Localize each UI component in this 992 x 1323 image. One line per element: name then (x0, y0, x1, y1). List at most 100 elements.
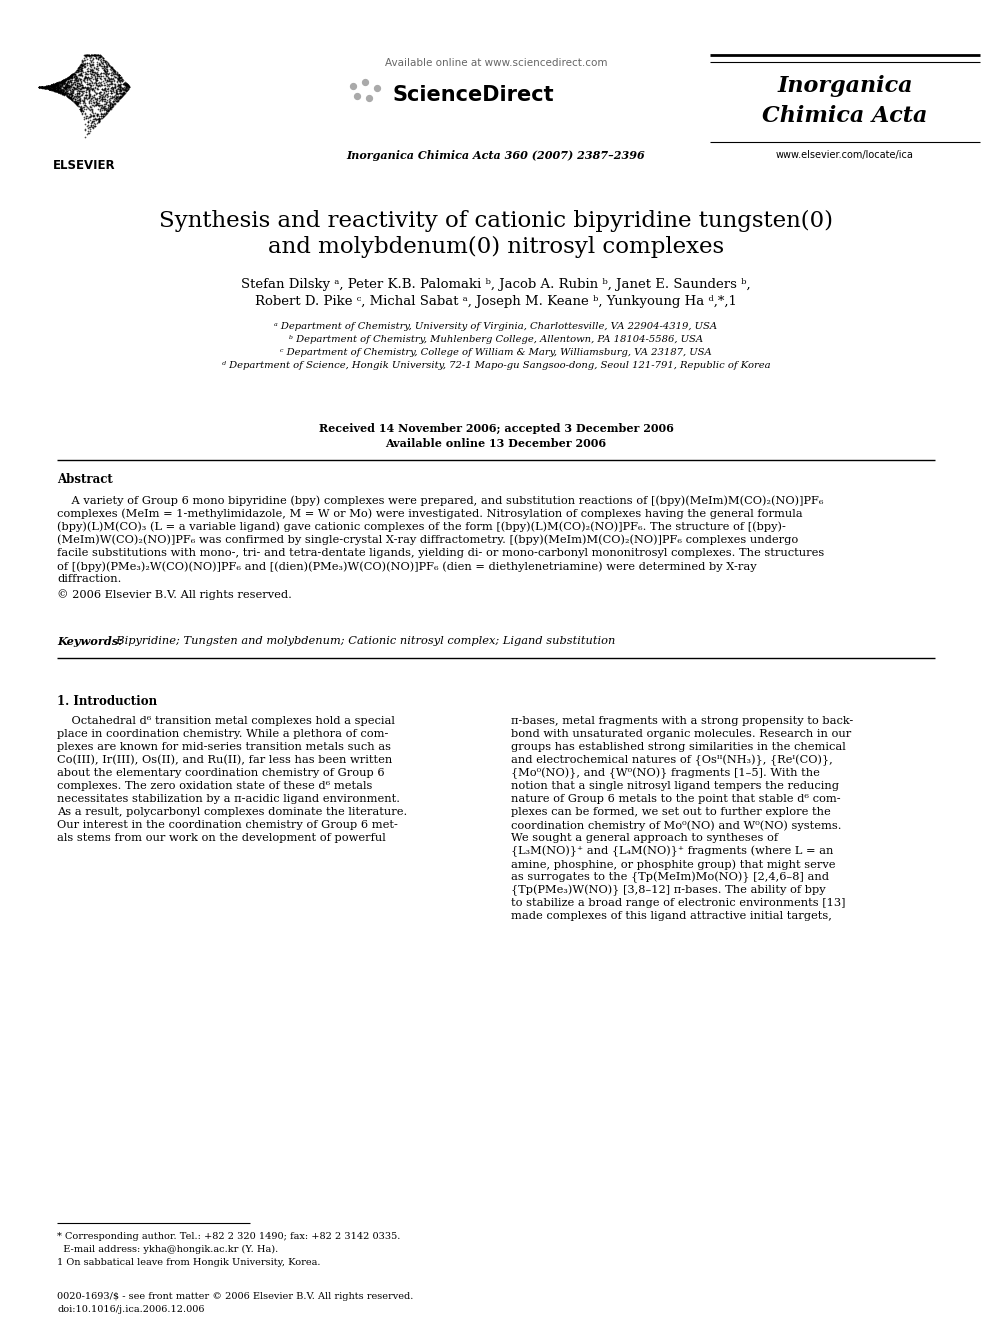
Point (119, 79, 135, 101)
Point (86, 57, 102, 78)
Point (37, 75, 53, 97)
Point (100, 66, 116, 87)
Point (64, 90, 80, 111)
Point (75, 108, 91, 130)
Point (61, 66, 76, 87)
Point (51, 78, 66, 99)
Point (91, 87, 107, 108)
Point (72, 78, 88, 99)
Point (80, 111, 96, 132)
Point (79, 97, 95, 118)
Point (45, 78, 61, 99)
Point (84, 73, 100, 94)
Point (120, 79, 136, 101)
Point (114, 78, 130, 99)
Point (89, 89, 105, 110)
Point (42, 78, 58, 99)
Point (57, 69, 72, 90)
Point (85, 74, 101, 95)
Text: © 2006 Elsevier B.V. All rights reserved.: © 2006 Elsevier B.V. All rights reserved… (57, 590, 292, 601)
Point (53, 81, 68, 102)
Point (47, 79, 62, 101)
Point (83, 106, 99, 127)
Point (72, 98, 88, 119)
Point (117, 75, 133, 97)
Point (80, 45, 96, 66)
Point (117, 75, 133, 97)
Point (108, 82, 124, 103)
Point (35, 77, 51, 98)
Point (112, 75, 128, 97)
Point (82, 54, 98, 75)
Point (109, 71, 125, 93)
Point (71, 57, 87, 78)
Point (92, 85, 108, 106)
Point (48, 79, 63, 101)
Point (114, 71, 130, 93)
Point (90, 108, 106, 130)
Point (102, 97, 118, 118)
Point (44, 75, 60, 97)
Point (103, 93, 119, 114)
Point (62, 66, 77, 87)
Point (92, 45, 108, 66)
Point (43, 74, 59, 95)
Point (47, 77, 62, 98)
Point (32, 77, 48, 98)
Point (39, 78, 55, 99)
Point (70, 60, 86, 81)
Point (83, 90, 99, 111)
Point (75, 56, 91, 77)
Point (53, 81, 68, 102)
Point (49, 78, 64, 99)
Point (106, 89, 122, 110)
Point (47, 79, 62, 101)
Point (63, 81, 79, 102)
Point (50, 78, 65, 99)
Point (97, 52, 113, 73)
Text: A variety of Group 6 mono bipyridine (bpy) complexes were prepared, and substitu: A variety of Group 6 mono bipyridine (bp… (57, 495, 823, 505)
Point (82, 114, 98, 135)
Point (78, 86, 94, 107)
Point (94, 52, 110, 73)
Point (65, 66, 81, 87)
Point (105, 90, 121, 111)
Point (57, 74, 72, 95)
Point (72, 90, 88, 111)
Point (76, 67, 92, 89)
Text: (MeIm)W(CO)₂(NO)]PF₆ was confirmed by single-crystal X-ray diffractometry. [(bpy: (MeIm)W(CO)₂(NO)]PF₆ was confirmed by si… (57, 534, 799, 545)
Point (59, 75, 74, 97)
Point (97, 67, 113, 89)
Point (70, 75, 86, 97)
Point (67, 89, 83, 110)
Point (97, 79, 113, 101)
Point (35, 77, 51, 98)
Point (50, 75, 65, 97)
Point (88, 108, 104, 130)
Point (102, 98, 118, 119)
Point (82, 116, 98, 138)
Point (79, 66, 95, 87)
Point (34, 77, 50, 98)
Point (105, 79, 121, 101)
Point (90, 111, 106, 132)
Point (41, 75, 57, 97)
Point (103, 57, 119, 78)
Point (89, 64, 105, 85)
Point (92, 71, 108, 93)
Point (106, 90, 122, 111)
Point (97, 94, 113, 115)
Point (78, 77, 94, 98)
Point (77, 106, 93, 127)
Point (67, 64, 83, 85)
Point (70, 86, 86, 107)
Point (121, 77, 137, 98)
Point (106, 93, 122, 114)
Point (58, 69, 73, 90)
Point (112, 87, 128, 108)
Point (40, 75, 56, 97)
Point (76, 71, 92, 93)
Point (45, 78, 61, 99)
Point (84, 108, 100, 130)
Point (112, 74, 128, 95)
